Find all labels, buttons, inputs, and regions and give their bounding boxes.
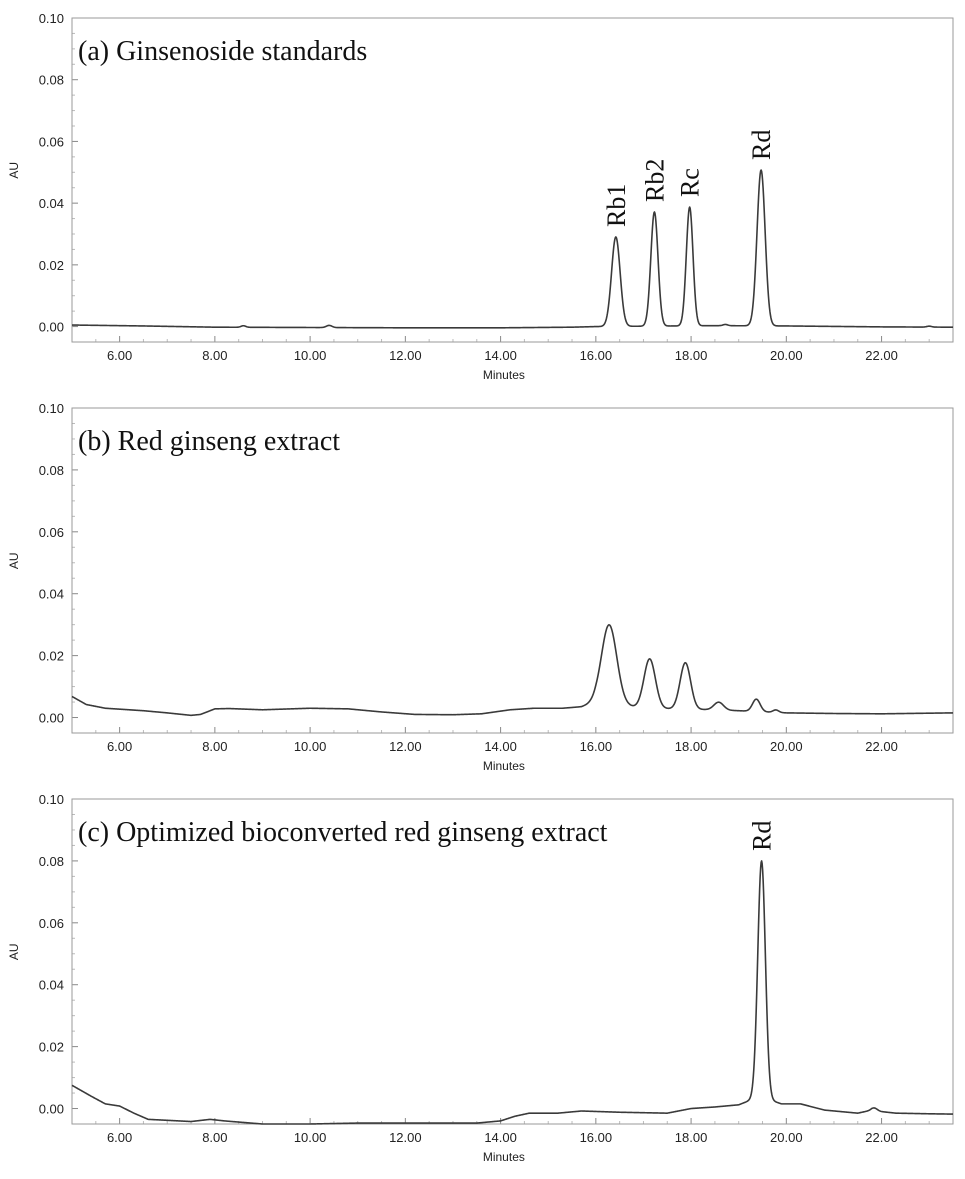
y-tick-label: 0.00: [39, 1102, 64, 1117]
peak-label-rd: Rd: [748, 821, 777, 851]
y-tick-label: 0.04: [39, 196, 64, 211]
y-tick-label: 0.00: [39, 711, 64, 726]
x-tick-label: 12.00: [389, 348, 422, 363]
x-tick-label: 10.00: [294, 1130, 327, 1145]
panel-title: (c) Optimized bioconverted red ginseng e…: [78, 817, 608, 848]
chromatogram-trace: [71, 624, 954, 717]
x-tick-label: 10.00: [294, 348, 327, 363]
x-tick-label: 6.00: [107, 348, 132, 363]
x-tick-label: 18.00: [675, 348, 708, 363]
x-tick-label: 16.00: [580, 348, 613, 363]
panel-title: (b) Red ginseng extract: [78, 426, 340, 457]
x-tick-label: 12.00: [389, 1130, 422, 1145]
x-axis-title: Minutes: [483, 368, 525, 382]
y-tick-label: 0.04: [39, 587, 64, 602]
chromatogram-panel-c: 0.00 0.02 0.04 0.06 0.08 0.10 6.00 8.00 10.00 12…: [7, 792, 954, 1164]
y-tick-label: 0.02: [39, 1040, 64, 1055]
chromatogram-panel-b: 0.00 0.02 0.04 0.06 0.08 0.10 6.00 8.00 10.00 12…: [7, 401, 954, 773]
peak-label-rb1: Rb1: [602, 184, 631, 227]
y-tick-label: 0.02: [39, 649, 64, 664]
y-tick-label: 0.06: [39, 916, 64, 931]
x-tick-label: 16.00: [580, 1130, 613, 1145]
y-axis-title: AU: [7, 552, 21, 569]
y-axis-title: AU: [7, 162, 21, 179]
x-tick-label: 10.00: [294, 739, 327, 754]
y-tick-label: 0.04: [39, 978, 64, 993]
x-axis-title: Minutes: [483, 759, 525, 773]
peak-label-rc: Rc: [676, 168, 705, 197]
x-tick-label: 6.00: [107, 739, 132, 754]
y-tick-label: 0.08: [39, 854, 64, 869]
x-tick-label: 22.00: [865, 739, 898, 754]
y-tick-label: 0.02: [39, 258, 64, 273]
x-tick-label: 6.00: [107, 1130, 132, 1145]
y-tick-label: 0.08: [39, 463, 64, 478]
y-tick-label: 0.06: [39, 134, 64, 149]
chromatogram-trace: [71, 169, 954, 329]
plot-frame: [71, 17, 954, 343]
x-tick-label: 14.00: [484, 1130, 517, 1145]
x-tick-label: 22.00: [865, 1130, 898, 1145]
x-tick-label: 20.00: [770, 348, 803, 363]
peak-label-rb2: Rb2: [640, 159, 669, 202]
panel-title: (a) Ginsenoside standards: [78, 36, 367, 67]
y-tick-label: 0.10: [39, 792, 64, 807]
x-tick-label: 22.00: [865, 348, 898, 363]
x-tick-label: 14.00: [484, 348, 517, 363]
chromatogram-trace: [71, 860, 954, 1125]
chromatogram-panel-a: 0.00 0.02 0.04 0.06 0.08 0.10 6.00 8.00 10.00 12…: [7, 11, 954, 382]
x-tick-label: 12.00: [389, 739, 422, 754]
peak-label-rd: Rd: [747, 130, 776, 160]
x-tick-label: 8.00: [202, 1130, 227, 1145]
plot-frame: [71, 407, 954, 734]
x-tick-label: 18.00: [675, 739, 708, 754]
y-tick-label: 0.10: [39, 11, 64, 26]
x-tick-label: 8.00: [202, 348, 227, 363]
x-tick-label: 20.00: [770, 1130, 803, 1145]
x-tick-label: 14.00: [484, 739, 517, 754]
x-axis-title: Minutes: [483, 1150, 525, 1164]
y-tick-label: 0.10: [39, 401, 64, 416]
plot-frame: [71, 798, 954, 1125]
y-axis-title: AU: [7, 943, 21, 960]
x-tick-label: 20.00: [770, 739, 803, 754]
x-tick-label: 18.00: [675, 1130, 708, 1145]
y-tick-label: 0.00: [39, 320, 64, 335]
y-tick-label: 0.06: [39, 525, 64, 540]
x-tick-label: 16.00: [580, 739, 613, 754]
x-tick-label: 8.00: [202, 739, 227, 754]
y-tick-label: 0.08: [39, 73, 64, 88]
